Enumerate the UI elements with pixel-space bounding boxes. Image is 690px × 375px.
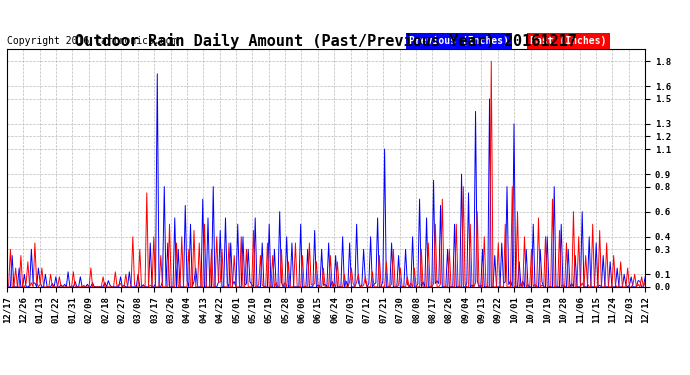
Text: Previous (Inches): Previous (Inches) — [409, 36, 509, 46]
Past (Inches) — [111, 270, 119, 274]
Previous (Inches) — [66, 285, 74, 289]
Previous (Inches) — [111, 285, 119, 289]
Text: Copyright 2016 Cartronics.com: Copyright 2016 Cartronics.com — [7, 36, 177, 46]
Line: Past (Inches): Past (Inches) — [7, 61, 645, 287]
Previous (Inches) — [477, 285, 485, 289]
Past (Inches) — [440, 285, 449, 289]
Previous (Inches) — [3, 285, 11, 289]
Past (Inches) — [641, 280, 649, 284]
Title: Outdoor Rain Daily Amount (Past/Previous Year) 20161217: Outdoor Rain Daily Amount (Past/Previous… — [75, 33, 577, 49]
Past (Inches) — [134, 285, 142, 289]
Previous (Inches) — [641, 274, 649, 279]
Past (Inches) — [475, 285, 483, 289]
Past (Inches) — [3, 285, 11, 289]
Previous (Inches) — [349, 285, 357, 289]
Line: Previous (Inches): Previous (Inches) — [7, 74, 645, 287]
Past (Inches) — [347, 266, 355, 270]
Previous (Inches) — [153, 72, 161, 76]
Past (Inches) — [487, 59, 495, 63]
Text: Past (Inches): Past (Inches) — [530, 36, 607, 46]
Previous (Inches) — [134, 272, 142, 277]
Past (Inches) — [66, 285, 74, 289]
Previous (Inches) — [442, 285, 450, 289]
